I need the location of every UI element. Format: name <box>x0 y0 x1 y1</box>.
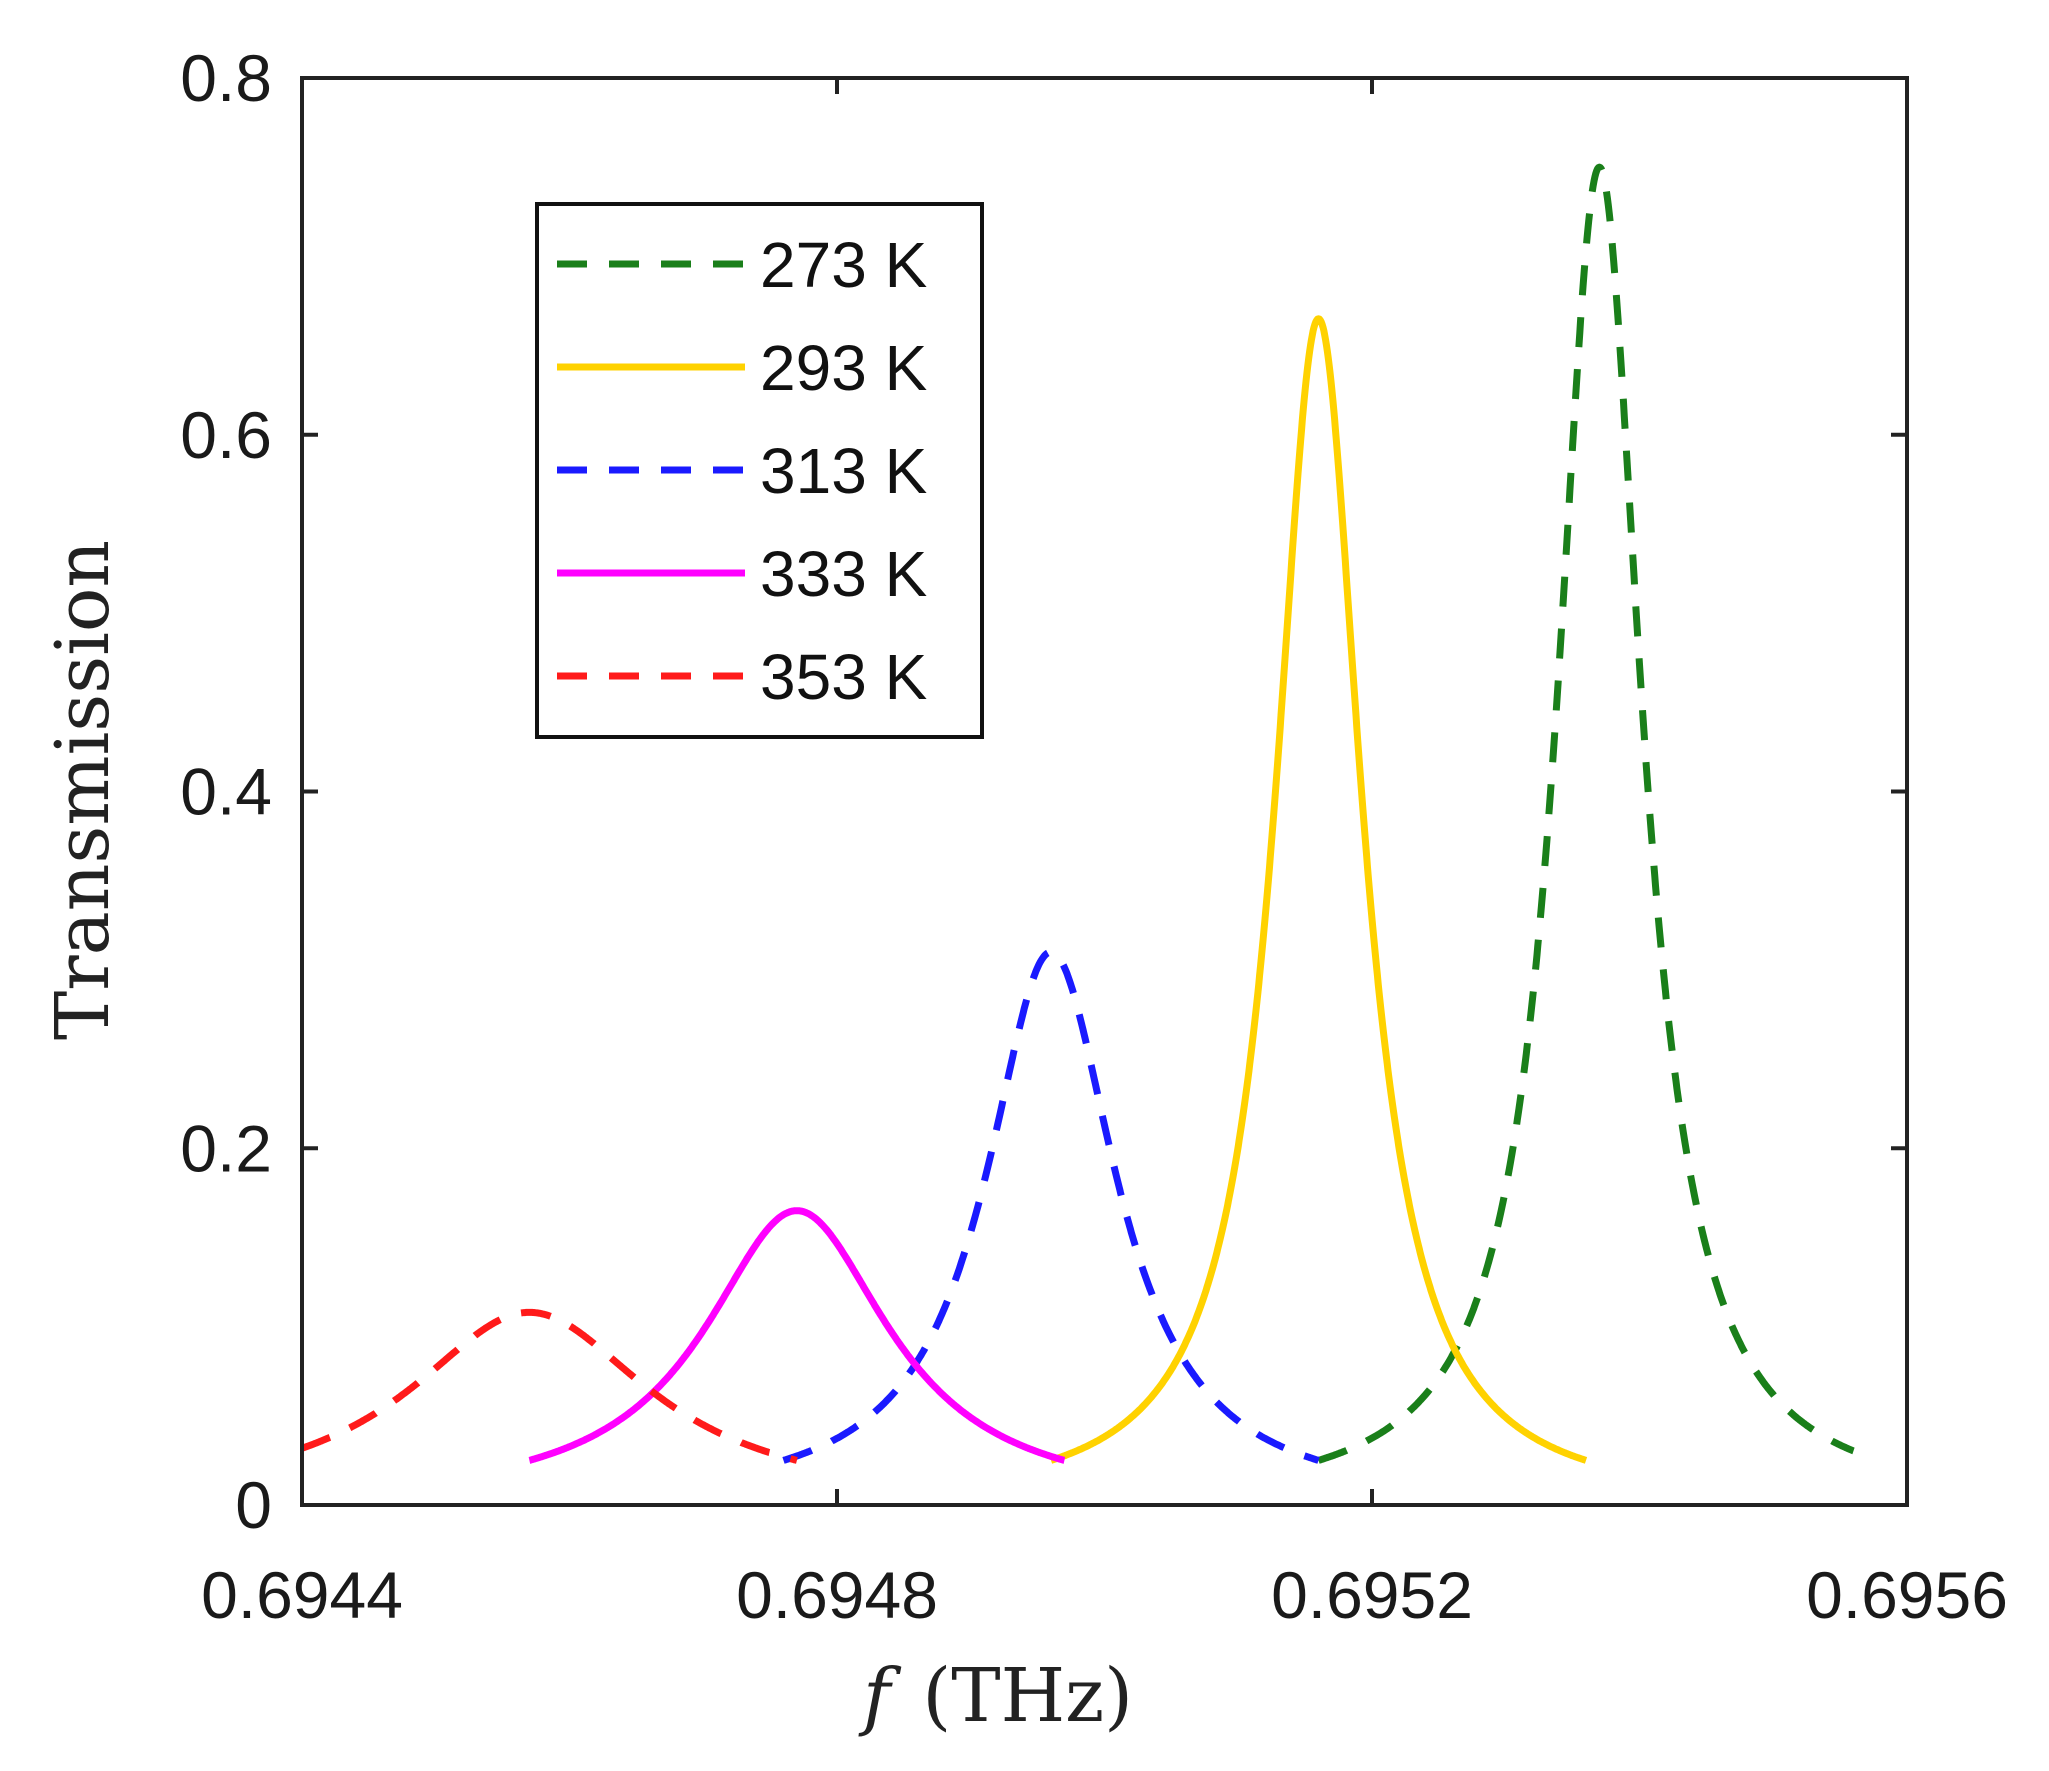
y-tick-label: 0.2 <box>180 1111 272 1185</box>
x-tick-label: 0.6956 <box>1806 1558 2008 1632</box>
y-tick-label: 0.4 <box>180 755 272 829</box>
x-tick-label: 0.6944 <box>201 1558 403 1632</box>
x-tick-label: 0.6952 <box>1271 1558 1473 1632</box>
legend-label: 293 K <box>760 332 927 404</box>
y-tick-label: 0 <box>235 1468 272 1542</box>
series-layer <box>299 163 1857 1464</box>
series-line-273-k <box>1315 163 1857 1464</box>
series-line-313-k <box>780 948 1322 1464</box>
series-line-353-k <box>299 1308 800 1464</box>
x-axis-variable: f <box>858 1653 902 1739</box>
x-tick-label: 0.6948 <box>736 1558 938 1632</box>
y-tick-label: 0.6 <box>180 398 272 472</box>
y-axis-title: Transmission <box>40 540 126 1040</box>
y-tick-label: 0.8 <box>180 41 272 115</box>
series-line-293-k <box>1048 315 1589 1464</box>
legend: 273 K 293 K 313 K 333 K 353 K <box>535 202 984 739</box>
legend-label: 313 K <box>760 435 927 507</box>
x-axis-unit: (THz) <box>922 1653 1133 1739</box>
legend-label: 273 K <box>760 229 927 301</box>
series-line-333-k <box>526 1207 1067 1464</box>
tick-layer: 0.6944 0.6948 0.6952 0.6956 0 0.2 0.4 0.6 0.8 <box>180 41 2008 1632</box>
legend-label: 353 K <box>760 641 927 713</box>
legend-label: 333 K <box>760 538 927 610</box>
x-axis-title: f (THz) <box>858 1653 1133 1739</box>
